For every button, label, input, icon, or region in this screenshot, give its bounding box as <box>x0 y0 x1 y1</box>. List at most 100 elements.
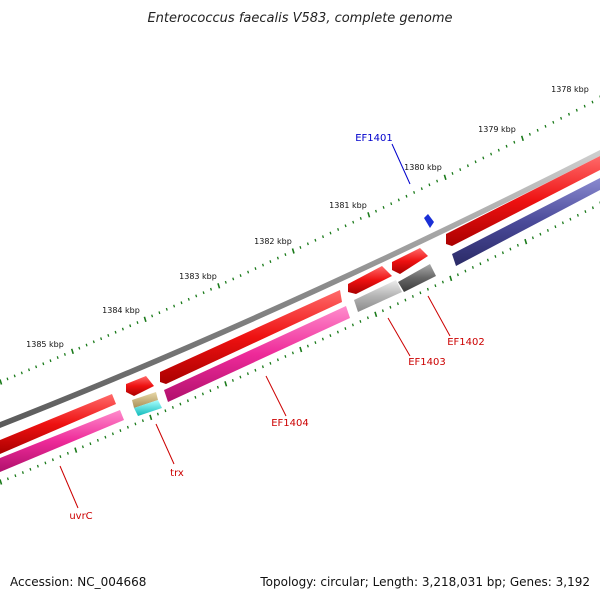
inner-tick <box>576 213 579 217</box>
outer-tick <box>420 187 423 191</box>
inner-tick <box>306 344 309 348</box>
inner-tick <box>531 236 534 240</box>
inner-tick <box>66 451 69 455</box>
inner-tick <box>426 287 429 291</box>
outer-tick <box>107 334 110 337</box>
inner-tick <box>366 316 369 320</box>
outer-tick <box>291 248 295 254</box>
outer-tick <box>591 100 594 104</box>
cds-ef1402[interactable] <box>392 248 428 274</box>
inner-tick <box>471 266 474 269</box>
inner-tick <box>89 442 92 446</box>
cds-ef1401[interactable] <box>446 156 600 246</box>
inner-tick <box>509 247 512 251</box>
inner-tick <box>359 320 362 323</box>
outer-tick <box>397 198 400 202</box>
outer-tick <box>239 274 242 277</box>
gene-label-ef1404[interactable]: EF1404 <box>271 418 309 429</box>
inner-tick <box>584 210 587 213</box>
tick-marks <box>0 95 600 485</box>
inner-tick <box>374 311 378 318</box>
inner-tick <box>149 414 153 421</box>
outer-tick <box>567 112 571 116</box>
inner-tick <box>59 455 62 458</box>
inner-tick <box>464 269 467 273</box>
outer-tick <box>374 209 378 213</box>
outer-tick <box>436 179 439 183</box>
inner-tick <box>299 346 303 353</box>
outer-tick <box>173 304 176 308</box>
gene-label-ef1402[interactable]: EF1402 <box>447 337 485 348</box>
outer-tick <box>299 246 302 249</box>
inner-tick <box>21 471 24 474</box>
inner-tick <box>269 361 272 365</box>
leader-trx <box>155 423 175 465</box>
cds-trx[interactable] <box>126 376 154 396</box>
inner-tick <box>336 330 339 334</box>
gene-label-ef1403[interactable]: EF1403 <box>408 357 446 368</box>
inner-tick <box>239 375 242 379</box>
outer-tick <box>390 202 393 206</box>
outer-tick <box>466 164 469 168</box>
track-ef1404[interactable] <box>164 306 350 402</box>
inner-tick <box>44 461 47 465</box>
cds-ef1403[interactable] <box>348 266 392 294</box>
outer-tick <box>413 191 416 194</box>
tick-labels: 1378 kbp 1379 kbp 1380 kbp 1381 kbp 1382… <box>26 85 589 349</box>
inner-tick <box>486 258 489 262</box>
outer-tick <box>382 206 385 209</box>
cds-ef1404[interactable] <box>160 290 342 384</box>
outer-tick <box>314 238 317 242</box>
outer-tick <box>367 212 371 218</box>
position-marker-icon[interactable] <box>424 214 434 228</box>
inner-tick <box>479 262 482 266</box>
track-ef1401[interactable] <box>452 178 600 266</box>
track-uvrc[interactable] <box>0 410 124 472</box>
outer-tick <box>195 294 198 298</box>
inner-tick <box>456 273 459 277</box>
inner-tick <box>351 323 354 327</box>
inner-tick <box>554 225 557 229</box>
outer-tick <box>497 148 500 152</box>
outer-tick <box>158 311 161 315</box>
outer-tick <box>459 168 462 171</box>
topology-summary-text: Topology: circular; Length: 3,218,031 bp… <box>259 575 590 589</box>
gene-label-ef1401[interactable]: EF1401 <box>355 133 393 144</box>
tick-label-1383: 1383 kbp <box>179 272 217 281</box>
outer-tick <box>85 343 88 347</box>
track-ef1402[interactable] <box>398 264 436 292</box>
gene-label-uvrc[interactable]: uvrC <box>69 511 92 522</box>
inner-tick <box>389 305 392 309</box>
inner-tick <box>231 379 234 382</box>
inner-tick <box>81 445 84 449</box>
outer-tick <box>276 256 279 260</box>
track-ef1403[interactable] <box>354 280 402 312</box>
outer-tick <box>428 183 431 187</box>
tick-label-1380: 1380 kbp <box>404 163 442 172</box>
inner-tick <box>321 337 324 341</box>
outer-tick <box>6 377 9 381</box>
outer-tick <box>583 104 586 108</box>
outer-tick <box>474 160 477 164</box>
inner-tick <box>216 385 219 389</box>
track-trx-lower[interactable] <box>134 400 162 416</box>
inner-tick <box>561 221 564 225</box>
outer-tick <box>35 365 38 369</box>
inner-tick <box>179 402 182 406</box>
inner-tick <box>546 229 549 232</box>
inner-tick <box>314 341 317 344</box>
outer-tick <box>247 270 250 274</box>
inner-tick <box>29 467 32 471</box>
outer-tick <box>321 235 325 239</box>
outer-tick <box>209 287 213 291</box>
cds-uvrc[interactable] <box>0 394 116 454</box>
outer-tick <box>42 362 45 366</box>
outer-tick <box>405 194 408 198</box>
tick-label-1379: 1379 kbp <box>478 125 516 134</box>
outer-tick <box>49 359 52 363</box>
track-trx-upper[interactable] <box>132 392 158 408</box>
inner-tick <box>6 477 9 481</box>
gene-label-trx[interactable]: trx <box>170 468 184 479</box>
